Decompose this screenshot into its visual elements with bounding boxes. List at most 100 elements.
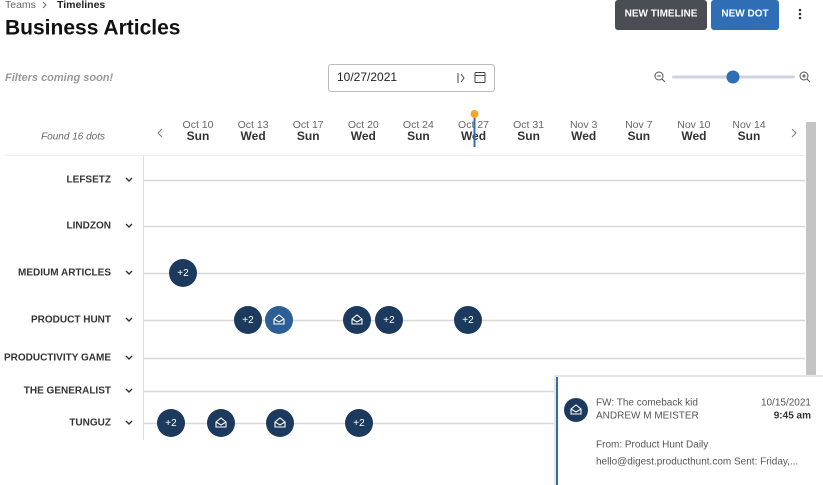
- column-day: Sun: [627, 129, 650, 143]
- breadcrumb-parent[interactable]: Teams: [5, 0, 36, 11]
- dot-count: +2: [165, 418, 177, 429]
- column-date: Nov 3: [570, 119, 598, 131]
- dot-circle: [234, 306, 262, 334]
- column-date: Oct 24: [403, 119, 434, 131]
- breadcrumb-current: Timelines: [57, 0, 105, 11]
- today-marker: [470, 110, 479, 118]
- mail-icon: [274, 417, 286, 428]
- column-date: Oct 10: [183, 119, 214, 131]
- date-input[interactable]: [328, 64, 495, 92]
- zoom-thumb[interactable]: [726, 70, 740, 84]
- column-day: Wed: [241, 129, 266, 143]
- row-label: LEFSETZ: [67, 175, 111, 186]
- zoom-in-icon[interactable]: [799, 71, 811, 83]
- email-sender: ANDREW M MEISTER: [596, 411, 699, 422]
- column-date: Oct 31: [513, 119, 544, 131]
- found-count: Found 16 dots: [41, 132, 105, 143]
- dot-circle: [345, 409, 373, 437]
- mail-icon: [215, 417, 227, 428]
- calendar-icon[interactable]: [474, 72, 486, 83]
- row-toggle[interactable]: [125, 388, 133, 393]
- row-label: TUNGUZ: [69, 418, 111, 429]
- email-date: 10/15/2021: [761, 398, 811, 409]
- mail-dot[interactable]: [266, 409, 294, 437]
- column-day: Sun: [407, 129, 430, 143]
- button-bg: [711, 0, 779, 30]
- column-day: Wed: [571, 129, 596, 143]
- dot-preview-card[interactable]: FW: The comeback kid 10/15/2021 ANDREW M M…: [554, 375, 823, 485]
- dot-count: +2: [242, 315, 254, 326]
- button-label[interactable]: NEW TIMELINE: [625, 9, 698, 20]
- column-day: Wed: [351, 129, 376, 143]
- dot-circle: [207, 409, 235, 437]
- group-dot[interactable]: +2: [169, 259, 197, 287]
- button-bg: [615, 0, 707, 30]
- button-label[interactable]: NEW DOT: [721, 9, 768, 20]
- zoom-out-icon[interactable]: [654, 71, 666, 83]
- dot-count: +2: [462, 315, 474, 326]
- column-day: Sun: [297, 129, 320, 143]
- email-from: From: Product Hunt Daily: [596, 440, 708, 451]
- row-toggle[interactable]: [125, 270, 133, 275]
- card-bg: [556, 377, 823, 485]
- mail-dot[interactable]: [265, 306, 293, 334]
- column-day: Wed: [681, 129, 706, 143]
- more-menu[interactable]: [798, 8, 802, 20]
- email-subject: FW: The comeback kid: [596, 398, 698, 409]
- column-day: Sun: [187, 129, 210, 143]
- dot-circle: [157, 409, 185, 437]
- dot-circle: [169, 259, 197, 287]
- jump-today-icon[interactable]: [457, 73, 465, 83]
- dot-circle: [266, 409, 294, 437]
- row-label: PRODUCT HUNT: [31, 315, 111, 326]
- group-dot[interactable]: +2: [345, 409, 373, 437]
- mail-icon: [570, 404, 582, 415]
- group-dot[interactable]: +2: [157, 409, 185, 437]
- dot-count: +2: [383, 315, 395, 326]
- column-date: Nov 7: [625, 119, 653, 131]
- column-date: Nov 10: [677, 119, 710, 131]
- row-toggle[interactable]: [125, 420, 133, 425]
- row-toggle[interactable]: [125, 177, 133, 182]
- scrollbar[interactable]: [806, 122, 816, 485]
- dot-circle: [265, 306, 293, 334]
- breadcrumb-separator: [42, 1, 47, 9]
- column-date: Oct 20: [348, 119, 379, 131]
- column-date: Oct 17: [293, 119, 324, 131]
- card-icon: [564, 398, 588, 422]
- row-label: THE GENERALIST: [24, 386, 111, 397]
- mail-dot[interactable]: [207, 409, 235, 437]
- dot-circle: [375, 306, 403, 334]
- card-accent: [556, 377, 558, 485]
- row-toggle[interactable]: [125, 223, 133, 228]
- group-dot[interactable]: +2: [454, 306, 482, 334]
- row-toggle[interactable]: [125, 317, 133, 322]
- prev-arrow[interactable]: [157, 128, 163, 138]
- column-date: Nov 14: [732, 119, 765, 131]
- mail-icon: [351, 314, 363, 325]
- mail-dot[interactable]: [343, 306, 371, 334]
- dot-count: +2: [353, 418, 365, 429]
- email-preview: hello@digest.producthunt.com Sent: Frida…: [596, 457, 798, 468]
- column-day: Sun: [738, 129, 761, 143]
- date-value[interactable]: 10/27/2021: [337, 70, 397, 84]
- mail-icon: [273, 314, 285, 325]
- row-toggle[interactable]: [125, 355, 133, 360]
- dot-count: +2: [177, 268, 189, 279]
- next-arrow[interactable]: [791, 128, 797, 138]
- column-date: Oct 13: [238, 119, 269, 131]
- column-day: Sun: [517, 129, 540, 143]
- new-dot-button[interactable]: NEW DOT: [711, 0, 779, 30]
- new-timeline-button[interactable]: NEW TIMELINE: [615, 0, 707, 30]
- email-time: 9:45 am: [774, 411, 811, 422]
- dot-circle: [454, 306, 482, 334]
- row-label: MEDIUM ARTICLES: [18, 268, 111, 279]
- group-dot[interactable]: +2: [375, 306, 403, 334]
- row-label: LINDZON: [67, 221, 111, 232]
- row-label: PRODUCTIVITY GAME: [4, 353, 111, 364]
- page-title: Business Articles: [5, 17, 180, 40]
- group-dot[interactable]: +2: [234, 306, 262, 334]
- filters-note: Filters coming soon!: [5, 72, 114, 84]
